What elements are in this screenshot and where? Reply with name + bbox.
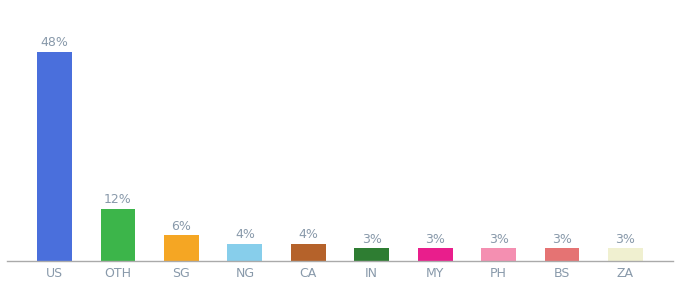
Text: 3%: 3% [615,233,635,246]
Text: 3%: 3% [489,233,509,246]
Text: 4%: 4% [235,228,255,242]
Text: 48%: 48% [41,36,69,50]
Text: 3%: 3% [425,233,445,246]
Bar [227,244,262,261]
Bar [354,248,389,261]
Text: 4%: 4% [299,228,318,242]
Text: 6%: 6% [171,220,191,232]
Bar [164,235,199,261]
Bar [101,208,135,261]
Bar [291,244,326,261]
Bar [418,248,453,261]
Text: 3%: 3% [552,233,572,246]
Text: 12%: 12% [104,194,132,206]
Bar [545,248,579,261]
Bar [608,248,643,261]
Bar [481,248,516,261]
Bar [37,52,72,261]
Text: 3%: 3% [362,233,381,246]
